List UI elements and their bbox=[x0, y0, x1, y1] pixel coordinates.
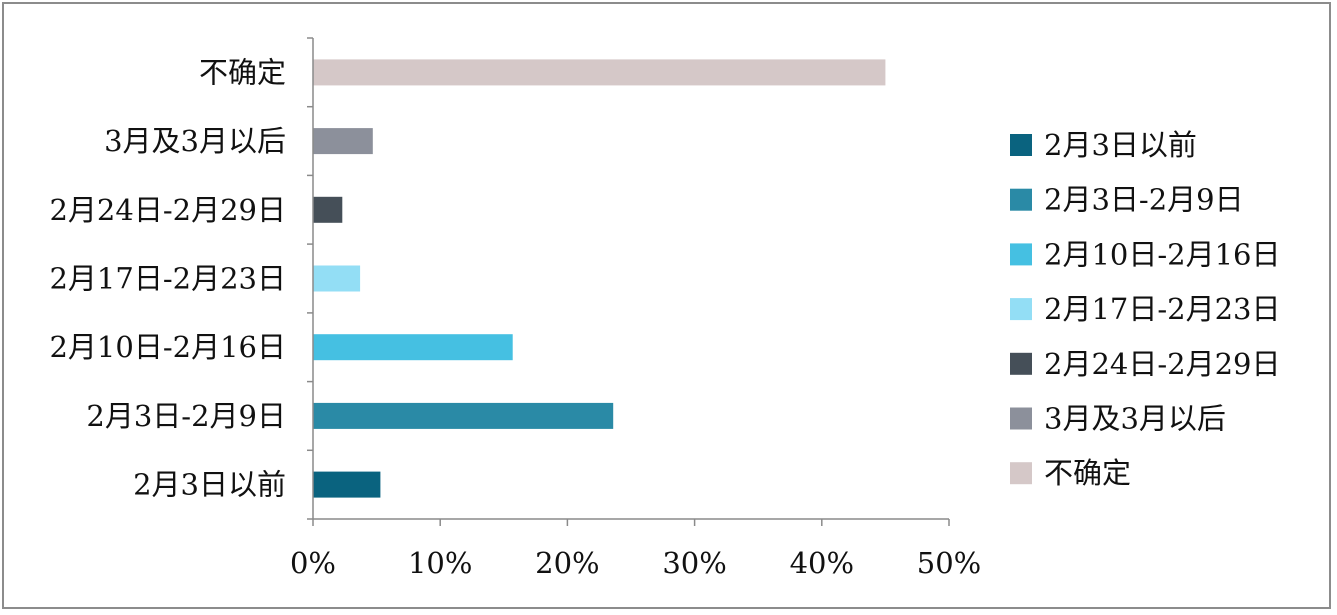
y-tick-label: 2月17日-2月23日 bbox=[49, 262, 286, 296]
y-tick-label: 2月10日-2月16日 bbox=[49, 330, 286, 364]
y-tick-label: 2月3日-2月9日 bbox=[86, 399, 286, 433]
legend-swatch bbox=[1010, 134, 1032, 156]
legend-swatch bbox=[1010, 462, 1032, 485]
x-tick-label: 0% bbox=[290, 546, 336, 580]
legend-label: 3月及3月以后 bbox=[1044, 402, 1226, 436]
y-tick-label: 2月24日-2月29日 bbox=[49, 193, 286, 227]
legend-swatch bbox=[1010, 188, 1032, 211]
legend-label: 不确定 bbox=[1044, 456, 1131, 490]
x-tick-label: 40% bbox=[790, 546, 854, 580]
legend-label: 2月3日-2月9日 bbox=[1044, 183, 1244, 217]
legend-label: 2月17日-2月23日 bbox=[1044, 292, 1281, 326]
y-tick-label: 不确定 bbox=[199, 55, 286, 89]
legend-swatch bbox=[1010, 407, 1032, 430]
bar-1 bbox=[313, 402, 614, 429]
x-tick-label: 10% bbox=[408, 546, 472, 580]
y-tick-label: 2月3日以前 bbox=[133, 468, 286, 502]
y-tick-label: 3月及3月以后 bbox=[104, 124, 286, 158]
legend-label: 2月3日以前 bbox=[1044, 128, 1197, 162]
bar-4 bbox=[313, 196, 343, 223]
bar-5 bbox=[313, 128, 373, 155]
x-tick-label: 50% bbox=[917, 546, 981, 580]
legend-label: 2月24日-2月29日 bbox=[1044, 347, 1281, 381]
legend-swatch bbox=[1010, 352, 1032, 375]
bar-0 bbox=[313, 471, 381, 498]
x-tick-label: 30% bbox=[662, 546, 726, 580]
bar-3 bbox=[313, 265, 361, 292]
bar-6 bbox=[313, 59, 886, 86]
x-tick-label: 20% bbox=[535, 546, 599, 580]
legend-swatch bbox=[1010, 243, 1032, 266]
legend-swatch bbox=[1010, 298, 1032, 321]
legend-label: 2月10日-2月16日 bbox=[1044, 237, 1281, 271]
bar-2 bbox=[313, 334, 513, 361]
